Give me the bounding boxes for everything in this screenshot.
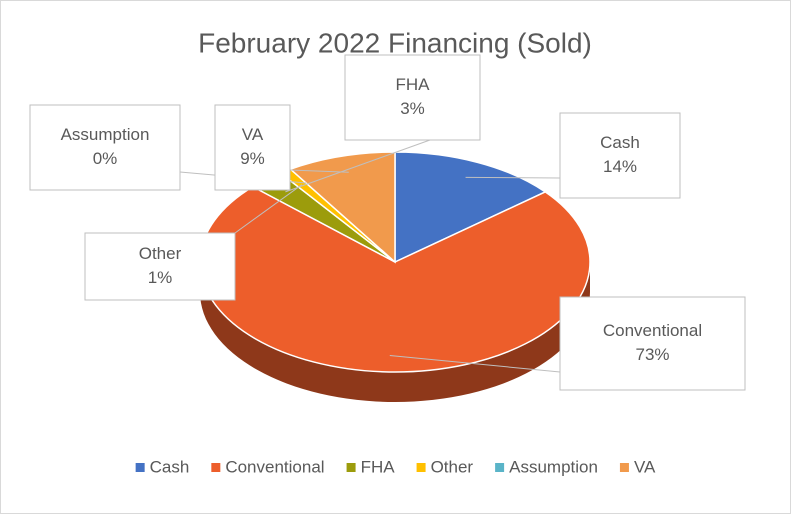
- data-label-value: 3%: [400, 99, 425, 118]
- data-label-value: 1%: [148, 268, 173, 287]
- data-label-name: Cash: [600, 133, 640, 152]
- slice: [394, 151, 547, 264]
- leader-line: [465, 176, 561, 179]
- legend-swatch: [135, 463, 145, 472]
- legend-label: VA: [634, 457, 656, 476]
- callout-box: [29, 104, 181, 191]
- data-label-name: Conventional: [603, 321, 702, 340]
- leader-line: [389, 354, 561, 373]
- legend-label: Assumption: [509, 457, 598, 476]
- callout-box: [344, 54, 481, 141]
- legend-swatch: [346, 463, 356, 472]
- legend-label: Cash: [150, 457, 190, 476]
- callout-box: [559, 296, 746, 391]
- leader-line: [234, 184, 303, 234]
- data-label-value: 9%: [240, 149, 265, 168]
- legend-label: Other: [431, 457, 474, 476]
- leader-line: [289, 169, 349, 173]
- data-label-value: 0%: [93, 149, 118, 168]
- callout-box: [84, 232, 236, 301]
- leader-line: [285, 139, 431, 193]
- legend-swatch: [416, 463, 426, 472]
- legend: Cash Conventional FHA Other Assumption VA: [135, 457, 656, 476]
- chart-title: February 2022 Financing (Sold): [198, 27, 592, 58]
- slice-side: [200, 262, 590, 402]
- data-label-name: FHA: [396, 75, 431, 94]
- data-label-name: Other: [139, 244, 182, 263]
- data-label-name: Assumption: [61, 125, 150, 144]
- data-label-name: VA: [242, 125, 264, 144]
- callout-box: [214, 104, 291, 191]
- data-label-value: 73%: [635, 345, 669, 364]
- legend-swatch: [619, 463, 629, 472]
- slice: [289, 151, 396, 264]
- legend-swatch: [495, 463, 505, 472]
- data-label-value: 14%: [603, 157, 637, 176]
- legend-label: FHA: [361, 457, 396, 476]
- legend-label: Conventional: [225, 457, 324, 476]
- callout-box: [559, 112, 681, 199]
- legend-swatch: [211, 463, 221, 472]
